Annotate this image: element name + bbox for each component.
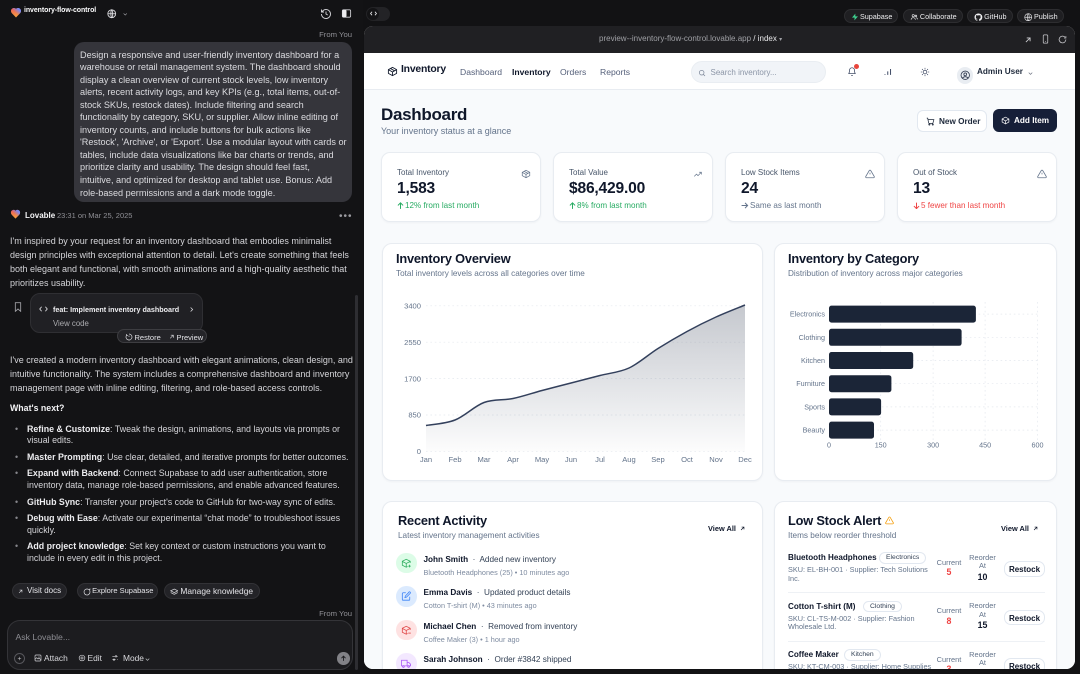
svg-text:Sep: Sep [651,455,665,464]
svg-text:Aug: Aug [622,455,636,464]
svg-text:1700: 1700 [404,374,421,383]
svg-text:Sports: Sports [804,402,825,411]
svg-text:Oct: Oct [681,455,694,464]
svg-text:May: May [535,455,550,464]
svg-text:Dec: Dec [738,455,752,464]
svg-text:600: 600 [1032,440,1044,449]
svg-text:0: 0 [827,440,831,449]
svg-text:Jun: Jun [565,455,577,464]
svg-text:850: 850 [408,410,421,419]
svg-text:Mar: Mar [477,455,491,464]
svg-text:Kitchen: Kitchen [801,356,825,365]
svg-text:150: 150 [875,440,887,449]
svg-text:0: 0 [417,447,421,456]
svg-text:Apr: Apr [507,455,519,464]
svg-text:Feb: Feb [448,455,461,464]
svg-text:Jan: Jan [420,455,432,464]
svg-text:Electronics: Electronics [790,309,826,318]
svg-text:Beauty: Beauty [803,425,826,434]
svg-text:300: 300 [927,440,939,449]
svg-text:450: 450 [979,440,991,449]
svg-text:Jul: Jul [595,455,605,464]
svg-text:Furniture: Furniture [796,379,825,388]
svg-text:Clothing: Clothing [799,332,825,341]
svg-text:2550: 2550 [404,337,421,346]
svg-text:Nov: Nov [709,455,723,464]
svg-text:3400: 3400 [404,301,421,310]
